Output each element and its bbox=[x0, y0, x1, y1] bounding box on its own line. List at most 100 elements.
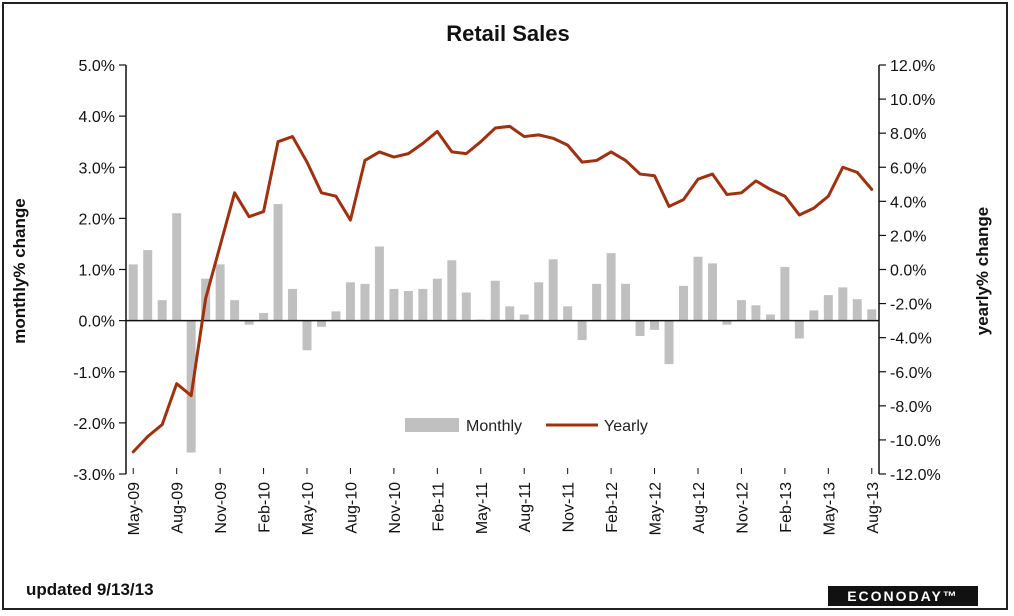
monthly-bar-Oct-10 bbox=[374, 246, 384, 321]
yearly-line bbox=[131, 124, 874, 454]
monthly-bar-Oct-11 bbox=[548, 259, 558, 321]
x-tick-label: Feb-11 bbox=[430, 482, 447, 532]
x-tick-label: Aug-11 bbox=[517, 482, 534, 533]
monthly-bar-Jun-11 bbox=[490, 280, 500, 321]
left-tick-label: -2.0% bbox=[73, 416, 115, 433]
right-tick-label: -4.0% bbox=[890, 331, 932, 348]
monthly-bar-Aug-13 bbox=[867, 309, 877, 321]
x-tick-label: Aug-09 bbox=[170, 482, 187, 534]
x-tick-label: May-10 bbox=[300, 482, 317, 535]
legend-yearly-label: Yearly bbox=[604, 418, 648, 435]
right-axis-ticks: 12.0% 10.0% 8.0% 6.0% 4.0% 2.0% 0.0% -2.0% -4.0%… bbox=[879, 58, 941, 484]
legend-monthly-swatch bbox=[405, 418, 459, 432]
monthly-bar-Jun-09 bbox=[143, 250, 153, 321]
monthly-bar-Dec-11 bbox=[577, 320, 587, 341]
monthly-bar-Dec-10 bbox=[403, 290, 413, 321]
monthly-bars bbox=[128, 204, 877, 453]
yearly-line-group bbox=[131, 124, 874, 454]
right-tick-label: 10.0% bbox=[890, 92, 935, 109]
x-tick-label: Nov-11 bbox=[561, 482, 578, 532]
x-tick-label: Feb-13 bbox=[778, 482, 795, 533]
right-tick-label: -8.0% bbox=[890, 399, 932, 416]
monthly-bar-Jul-10 bbox=[331, 311, 341, 321]
right-tick-label: -10.0% bbox=[890, 433, 941, 450]
monthly-bar-May-13 bbox=[823, 295, 833, 321]
right-tick-label: 2.0% bbox=[890, 228, 926, 245]
monthly-bar-Feb-11 bbox=[432, 278, 442, 321]
monthly-bar-Dec-09 bbox=[230, 300, 240, 321]
monthly-bar-Mar-12 bbox=[621, 283, 631, 321]
x-tick-label: May-13 bbox=[821, 482, 838, 535]
right-tick-label: -6.0% bbox=[890, 365, 932, 382]
monthly-bar-Jul-13 bbox=[852, 299, 862, 321]
updated-date: updated 9/13/13 bbox=[26, 580, 154, 599]
monthly-bar-Jan-10 bbox=[244, 320, 254, 325]
monthly-bar-Jun-10 bbox=[317, 320, 326, 327]
x-tick-label: Feb-10 bbox=[257, 482, 274, 533]
monthly-bar-Sep-10 bbox=[360, 283, 370, 321]
legend-monthly-label: Monthly bbox=[466, 418, 522, 435]
monthly-bar-Jan-11 bbox=[418, 288, 428, 321]
right-tick-label: 12.0% bbox=[890, 58, 935, 75]
x-tick-label: Nov-10 bbox=[387, 482, 404, 534]
monthly-bar-Jul-12 bbox=[679, 285, 688, 321]
right-tick-label: 8.0% bbox=[890, 126, 926, 143]
monthly-bar-Aug-12 bbox=[693, 256, 703, 321]
monthly-bar-Sep-11 bbox=[534, 282, 544, 321]
monthly-bar-Jan-13 bbox=[765, 314, 775, 321]
monthly-bar-Jun-13 bbox=[838, 287, 848, 321]
x-tick-label: May-09 bbox=[126, 482, 143, 535]
right-tick-label: 0.0% bbox=[890, 263, 926, 280]
monthly-bar-Mar-11 bbox=[447, 260, 457, 321]
left-tick-label: 5.0% bbox=[79, 58, 115, 75]
left-axis-label: monthly% change bbox=[10, 198, 29, 343]
left-tick-label: 1.0% bbox=[79, 263, 115, 280]
left-tick-label: -1.0% bbox=[73, 365, 115, 382]
x-axis-ticks: May-09 Aug-09 Nov-09 Feb-10 May-10 Aug-10 Nov-… bbox=[126, 468, 882, 535]
econoday-logo: ECONODAY™ bbox=[828, 586, 978, 606]
monthly-bar-Nov-11 bbox=[563, 306, 573, 321]
monthly-bar-Mar-13 bbox=[794, 320, 804, 339]
monthly-bar-Nov-12 bbox=[736, 300, 746, 321]
monthly-bar-Apr-11 bbox=[461, 292, 471, 321]
monthly-bar-Feb-10 bbox=[259, 312, 269, 321]
econoday-brand: ECONODAY™ bbox=[847, 588, 959, 604]
left-axis-ticks: 5.0% 4.0% 3.0% 2.0% 1.0% 0.0% -1.0% -2.0% -3.0% bbox=[73, 58, 126, 484]
monthly-bar-Apr-13 bbox=[809, 310, 819, 321]
x-tick-label: Nov-09 bbox=[213, 482, 230, 534]
right-axis-label: yearly% change bbox=[973, 207, 992, 336]
monthly-bar-May-09 bbox=[128, 264, 138, 321]
right-tick-label: -12.0% bbox=[890, 467, 941, 484]
monthly-bar-Feb-12 bbox=[606, 253, 616, 321]
right-tick-label: -2.0% bbox=[890, 297, 932, 314]
monthly-bar-Feb-13 bbox=[780, 266, 790, 321]
chart-title: Retail Sales bbox=[446, 21, 570, 46]
monthly-bar-Sep-12 bbox=[707, 263, 717, 321]
monthly-bar-May-12 bbox=[650, 320, 660, 330]
monthly-bar-Mar-10 bbox=[273, 204, 283, 321]
legend: Monthly Yearly bbox=[405, 418, 648, 435]
left-tick-label: 2.0% bbox=[79, 211, 115, 228]
left-tick-label: 4.0% bbox=[79, 109, 115, 126]
monthly-bar-Apr-12 bbox=[635, 320, 645, 336]
monthly-bar-Jul-11 bbox=[505, 306, 515, 321]
monthly-bar-Jan-12 bbox=[592, 283, 602, 321]
x-tick-label: Nov-12 bbox=[734, 482, 751, 534]
x-tick-label: Aug-13 bbox=[865, 482, 882, 534]
x-tick-label: Feb-12 bbox=[604, 482, 621, 533]
monthly-bar-Jul-09 bbox=[157, 300, 167, 321]
left-tick-label: 0.0% bbox=[79, 314, 115, 331]
monthly-bar-Apr-10 bbox=[288, 288, 298, 321]
monthly-bar-Aug-10 bbox=[345, 282, 355, 321]
x-tick-label: Aug-12 bbox=[691, 482, 708, 534]
monthly-bar-Jun-12 bbox=[664, 320, 674, 365]
left-tick-label: -3.0% bbox=[73, 467, 115, 484]
monthly-bar-Aug-09 bbox=[172, 213, 182, 321]
right-tick-label: 6.0% bbox=[890, 160, 926, 177]
x-tick-label: May-12 bbox=[648, 482, 665, 535]
x-tick-label: Aug-10 bbox=[343, 482, 360, 534]
left-tick-label: 3.0% bbox=[79, 160, 115, 177]
monthly-bar-May-10 bbox=[302, 320, 312, 351]
monthly-bar-Aug-11 bbox=[519, 314, 529, 321]
